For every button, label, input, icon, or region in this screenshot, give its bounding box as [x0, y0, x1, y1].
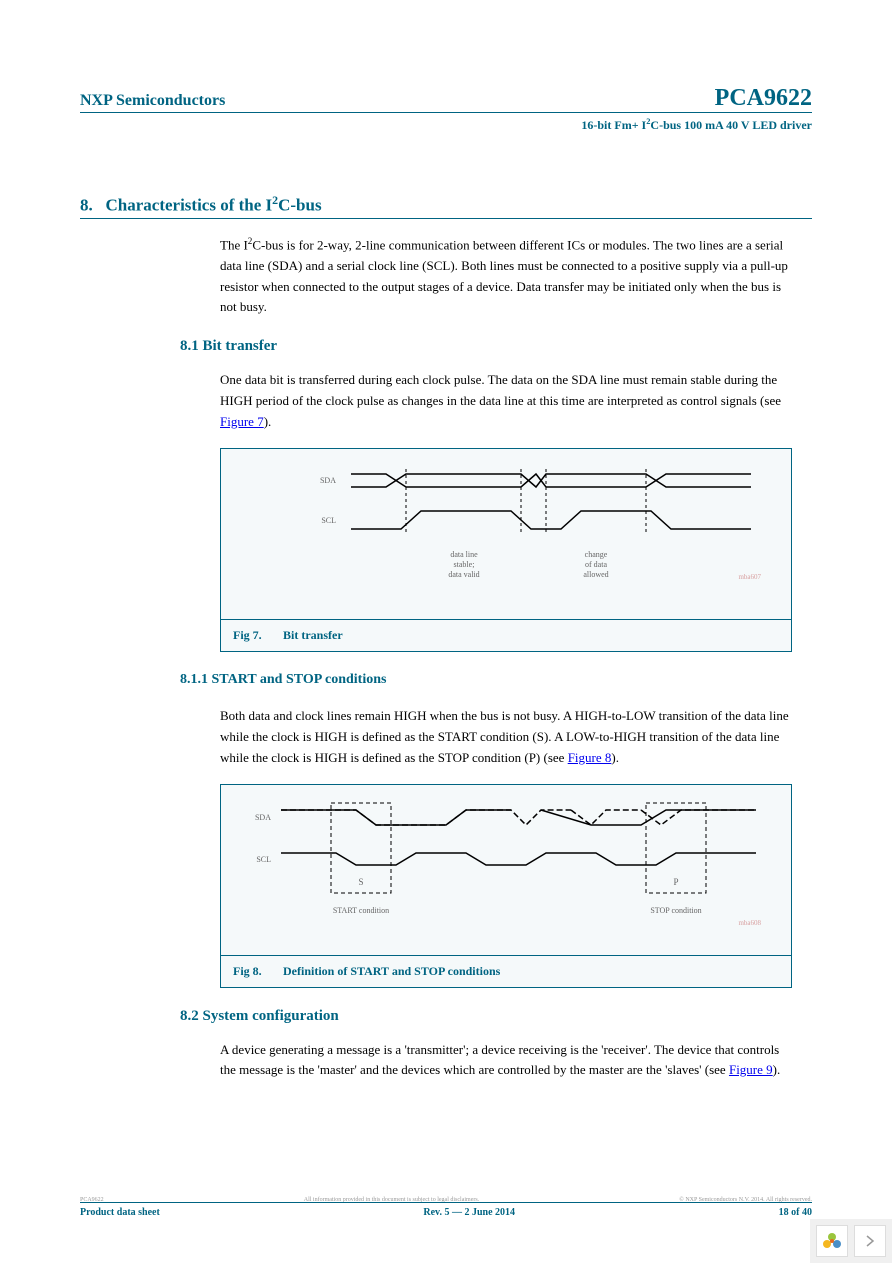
scl-label: SCL	[321, 516, 336, 525]
logo-button[interactable]	[816, 1225, 848, 1257]
svg-text:SCL: SCL	[256, 855, 271, 864]
figure-8-link[interactable]: Figure 8	[568, 750, 612, 765]
svg-text:mba607: mba607	[738, 573, 761, 581]
svg-text:P: P	[673, 877, 678, 887]
figure-9-link[interactable]: Figure 9	[729, 1062, 773, 1077]
petal-icon	[821, 1230, 843, 1252]
sda-label: SDA	[320, 476, 336, 485]
svg-text:SDA: SDA	[255, 813, 271, 822]
company-name: NXP Semiconductors	[80, 92, 225, 110]
header: NXP Semiconductors PCA9622 16-bit Fm+ I2…	[80, 85, 812, 133]
timing-diagram-fig8: SDA SCL S P START condition STOP conditi…	[221, 785, 791, 955]
figure-7: SDA SCL data line stable; data valid cha…	[220, 448, 792, 652]
subtitle: 16-bit Fm+ I2C-bus 100 mA 40 V LED drive…	[80, 117, 812, 133]
svg-text:allowed: allowed	[583, 570, 608, 579]
product-code: PCA9622	[715, 85, 812, 112]
svg-text:S: S	[358, 877, 363, 887]
svg-text:change: change	[585, 550, 608, 559]
timing-diagram-fig7: SDA SCL data line stable; data valid cha…	[221, 449, 791, 619]
section-8-1-1: 8.1.1 START and STOP conditions	[180, 672, 812, 688]
svg-text:mba608: mba608	[738, 919, 761, 927]
next-button[interactable]	[854, 1225, 886, 1257]
svg-text:stable;: stable;	[454, 560, 475, 569]
figure-7-link[interactable]: Figure 7	[220, 414, 264, 429]
figure-8: SDA SCL S P START condition STOP conditi…	[220, 784, 792, 988]
section-8-1: 8.1 Bit transfer	[180, 338, 812, 355]
section-heading: 8. Characteristics of the I2C-bus	[80, 193, 812, 219]
svg-text:START condition: START condition	[333, 906, 389, 915]
fig7-caption: Fig 7.Bit transfer	[221, 619, 791, 651]
chevron-right-icon	[864, 1235, 876, 1247]
nav-widget	[810, 1219, 892, 1263]
svg-text:data line: data line	[450, 550, 478, 559]
intro-text: The I2C-bus is for 2-way, 2-line communi…	[220, 234, 790, 319]
s811-text: Both data and clock lines remain HIGH wh…	[220, 706, 790, 768]
s82-text: A device generating a message is a 'tran…	[220, 1040, 790, 1082]
svg-text:of data: of data	[585, 560, 607, 569]
page: NXP Semiconductors PCA9622 16-bit Fm+ I2…	[0, 0, 892, 1263]
section-8-2: 8.2 System configuration	[180, 1008, 812, 1025]
svg-text:data valid: data valid	[448, 570, 479, 579]
svg-text:STOP condition: STOP condition	[650, 906, 701, 915]
s81-text: One data bit is transferred during each …	[220, 370, 790, 432]
footer: Product data sheet Rev. 5 — 2 June 2014 …	[80, 1202, 812, 1218]
fig8-caption: Fig 8.Definition of START and STOP condi…	[221, 955, 791, 987]
